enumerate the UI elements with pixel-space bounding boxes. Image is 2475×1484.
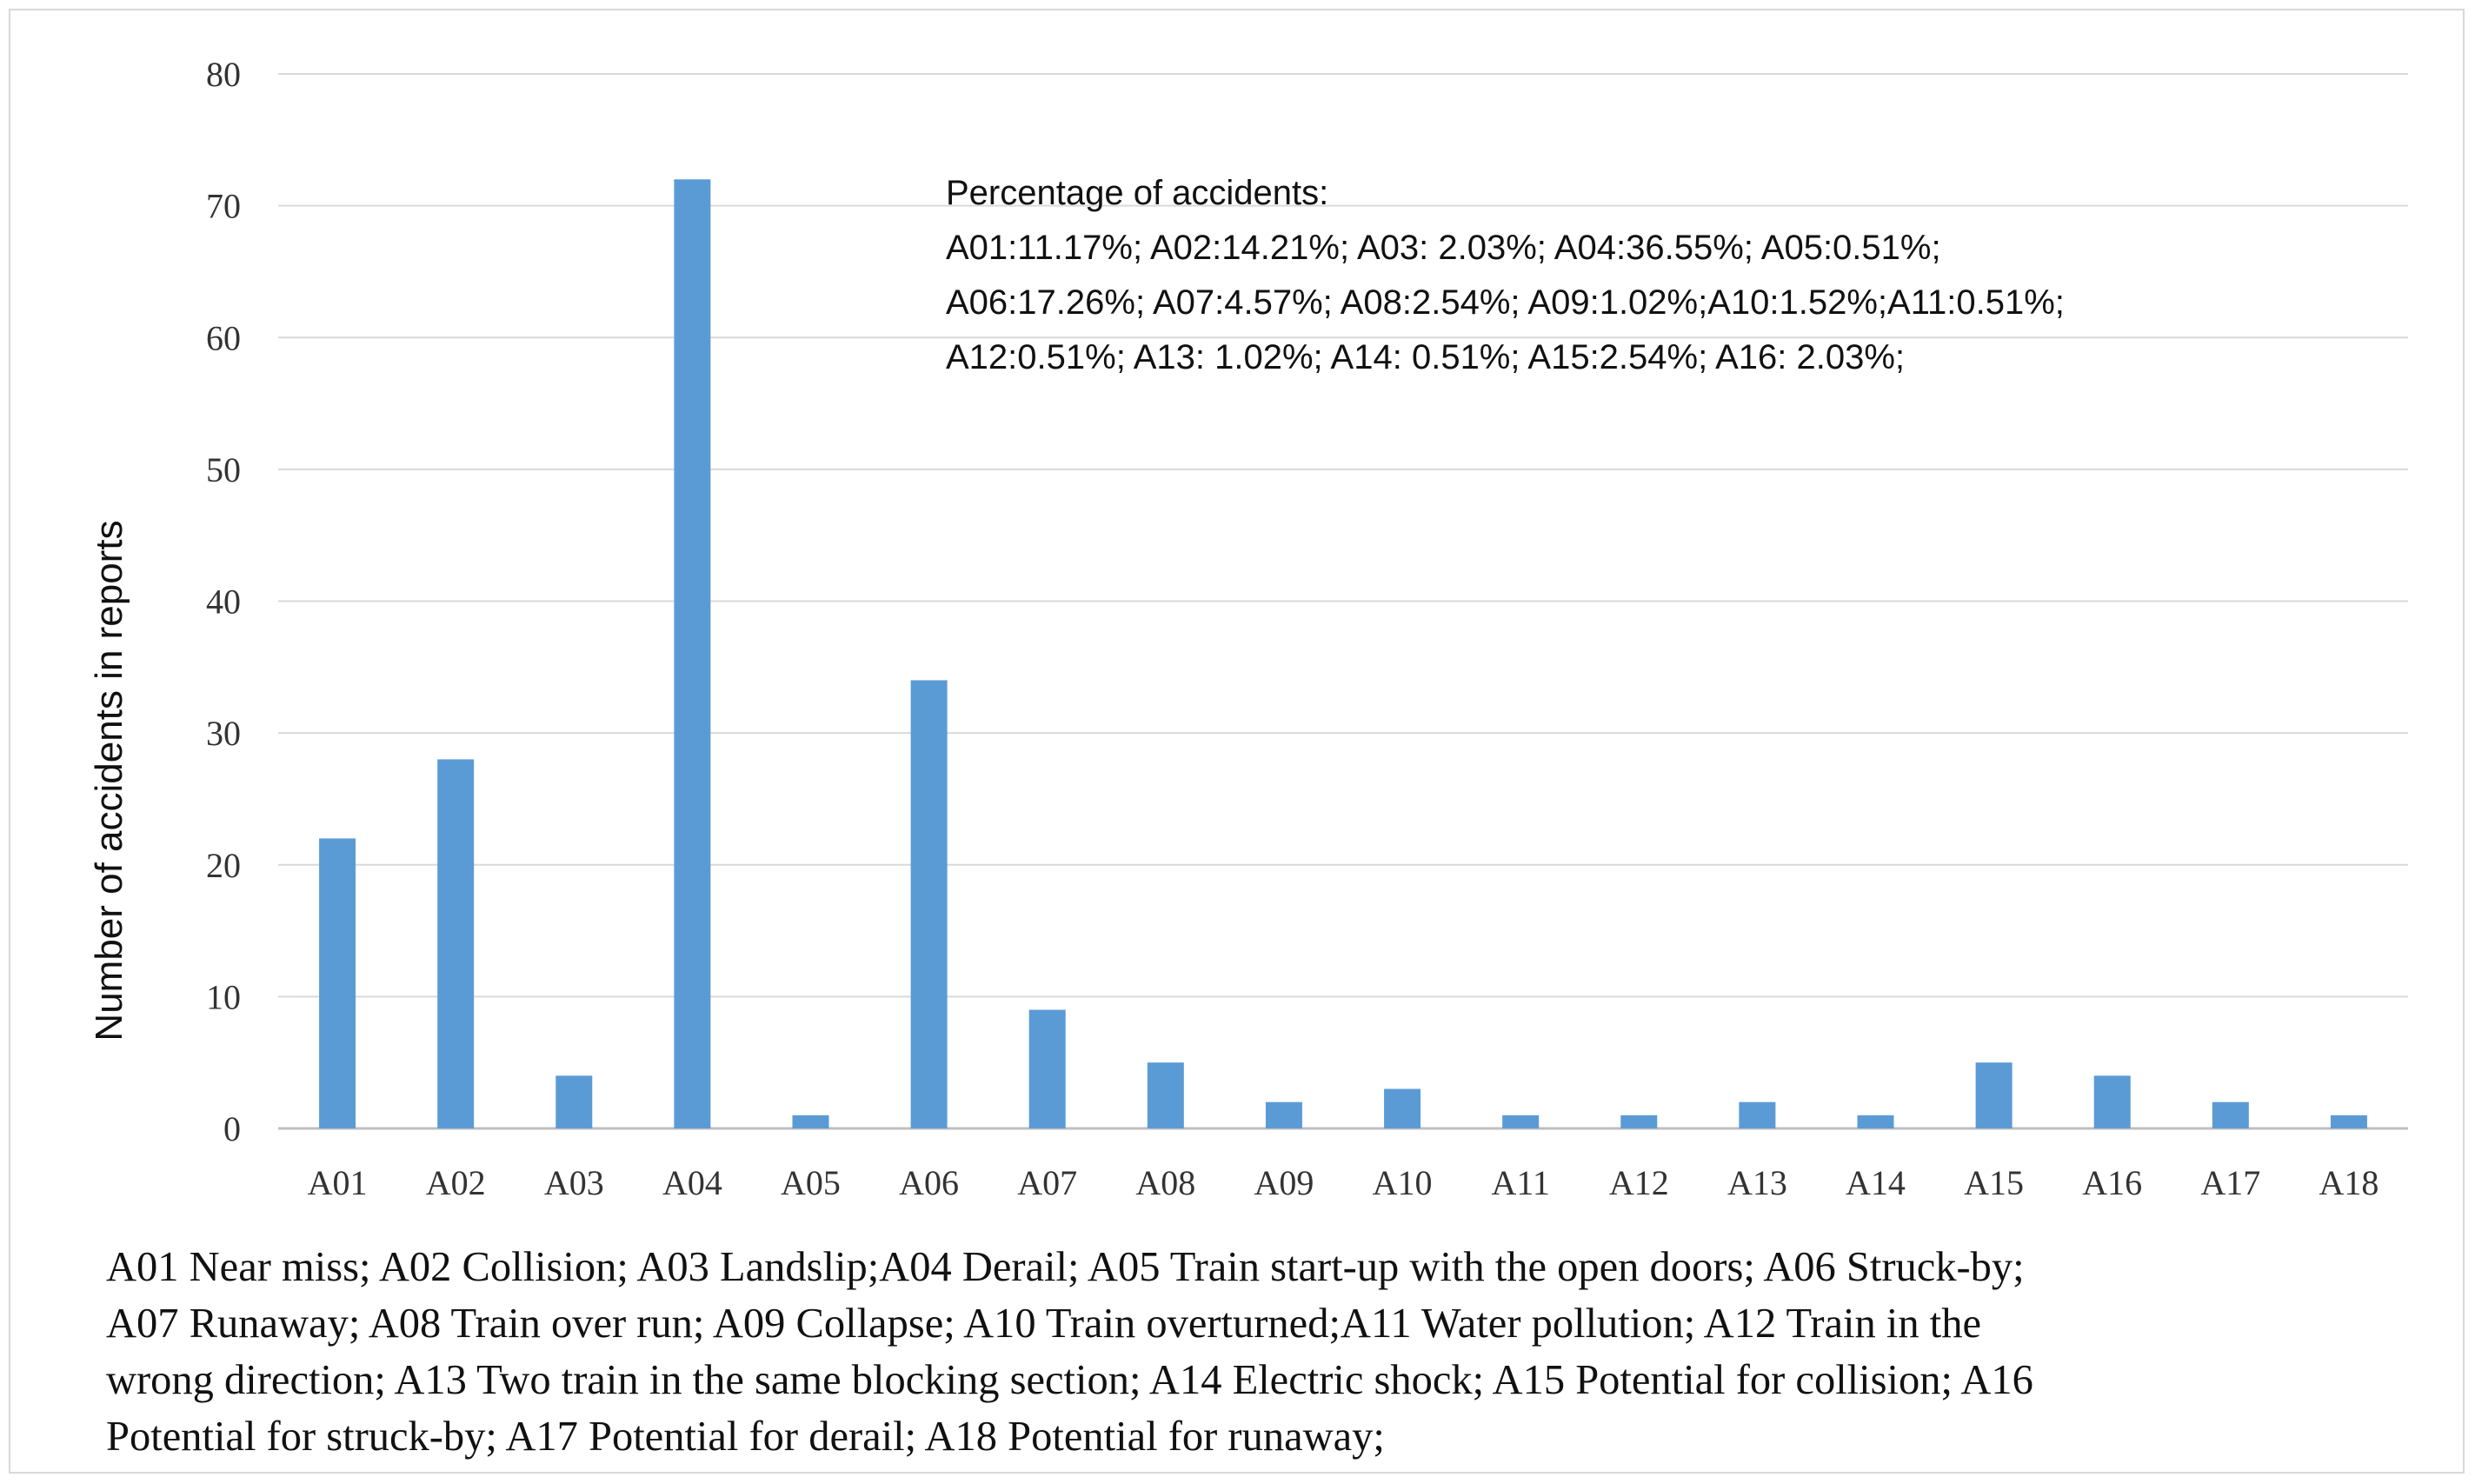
y-tick-label: 80 <box>206 55 241 94</box>
x-tick-label: A06 <box>899 1163 959 1202</box>
x-tick-label: A13 <box>1727 1163 1787 1202</box>
x-tick-label: A07 <box>1017 1163 1077 1202</box>
x-tick-label: A03 <box>544 1163 604 1202</box>
caption-line: A07 Runaway; A08 Train over run; A09 Col… <box>106 1301 1981 1347</box>
x-tick-label: A08 <box>1135 1163 1195 1202</box>
y-tick-label: 50 <box>206 450 241 489</box>
bar-a13 <box>1739 1101 1776 1128</box>
x-tick-label: A04 <box>662 1163 722 1202</box>
caption-line: A01 Near miss; A02 Collision; A03 Landsl… <box>106 1244 2025 1290</box>
x-tick-label: A16 <box>2082 1163 2142 1202</box>
annotation-line: Percentage of accidents: <box>946 174 1328 212</box>
annotation-line: A12:0.51%; A13: 1.02%; A14: 0.51%; A15:2… <box>946 338 1905 376</box>
x-tick-label: A15 <box>1964 1163 2024 1202</box>
y-tick-label: 0 <box>223 1109 241 1148</box>
bar-a03 <box>556 1075 593 1128</box>
bar-a02 <box>437 759 475 1128</box>
x-tick-label: A01 <box>308 1163 368 1202</box>
bar-a10 <box>1384 1088 1421 1128</box>
x-tick-label: A05 <box>781 1163 841 1202</box>
y-axis-ticks: 0 10 20 30 40 50 60 70 80 <box>206 55 241 1148</box>
bar-a06 <box>910 680 948 1128</box>
x-tick-label: A11 <box>1491 1163 1549 1202</box>
bar-a12 <box>1620 1115 1658 1128</box>
y-axis-label: Number of accidents in reports <box>88 520 130 1041</box>
y-tick-label: 20 <box>206 846 241 885</box>
x-tick-label: A18 <box>2319 1163 2379 1202</box>
bar-a09 <box>1265 1101 1302 1128</box>
bar-a18 <box>2330 1115 2367 1128</box>
gridlines <box>278 73 2408 1130</box>
y-tick-label: 70 <box>206 187 241 226</box>
x-axis-ticks: A01 A02 A03 A04 A05 A06 A07 A08 A09 A10 A11 A12 A13 A… <box>308 1163 2379 1202</box>
x-tick-label: A14 <box>1846 1163 1906 1202</box>
percentage-annotation: Percentage of accidents: A01:11.17%; A02… <box>946 174 2074 376</box>
annotation-line: A06:17.26%; A07:4.57%; A08:2.54%; A09:1.… <box>946 283 2065 322</box>
bar-a15 <box>1975 1062 2013 1128</box>
figure-frame <box>9 9 2465 1474</box>
y-tick-label: 60 <box>206 318 241 357</box>
bar-a07 <box>1028 1009 1066 1128</box>
bar-a17 <box>2212 1101 2249 1128</box>
y-tick-label: 10 <box>206 977 241 1016</box>
figure-caption: A01 Near miss; A02 Collision; A03 Landsl… <box>106 1239 2453 1465</box>
caption-line: Potential for struck-by; A17 Potential f… <box>106 1414 1385 1460</box>
x-tick-label: A02 <box>426 1163 486 1202</box>
bar-a08 <box>1147 1062 1184 1128</box>
bar-a01 <box>319 838 356 1128</box>
y-tick-label: 40 <box>206 582 241 622</box>
x-tick-label: A09 <box>1254 1163 1314 1202</box>
x-tick-label: A17 <box>2200 1163 2260 1202</box>
bar-a14 <box>1857 1115 1894 1128</box>
bar-a16 <box>2093 1075 2131 1128</box>
bar-a04 <box>674 179 711 1128</box>
x-tick-label: A12 <box>1609 1163 1669 1202</box>
annotation-line: A01:11.17%; A02:14.21%; A03: 2.03%; A04:… <box>946 229 1941 267</box>
bar-a05 <box>792 1115 829 1128</box>
bar-a11 <box>1502 1115 1540 1128</box>
y-tick-label: 30 <box>206 714 241 753</box>
caption-line: wrong direction; A13 Two train in the sa… <box>106 1357 2033 1403</box>
bars <box>319 179 2367 1128</box>
x-tick-label: A10 <box>1373 1163 1433 1202</box>
